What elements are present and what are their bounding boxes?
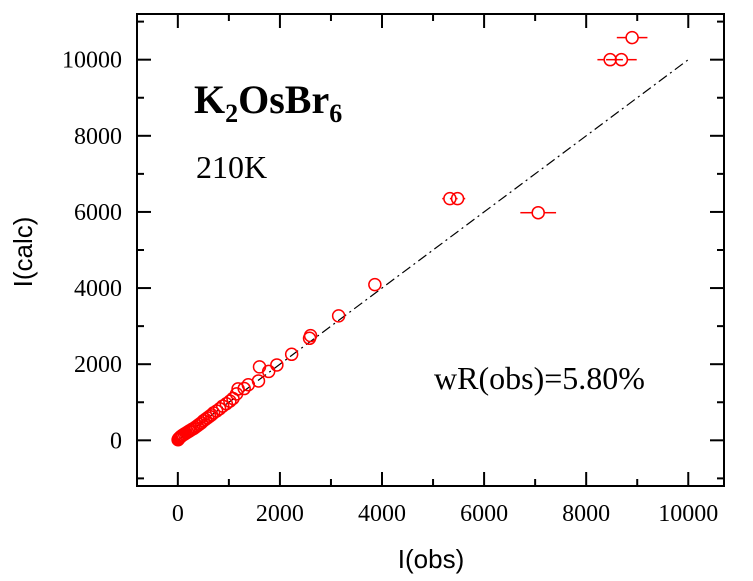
tick-labels: 0 2000 4000 6000 8000 10000 0 2000 4000 6000 8000 1…	[62, 48, 718, 527]
data-point	[614, 52, 629, 67]
data-points	[171, 30, 648, 447]
x-tick-label: 8000	[562, 501, 610, 527]
y-tick-label: 0	[110, 428, 122, 454]
data-point	[216, 399, 230, 413]
data-point	[368, 277, 382, 292]
data-point	[603, 52, 617, 67]
data-point	[251, 374, 266, 388]
data-point	[261, 364, 276, 379]
y-tick-label: 2000	[74, 352, 122, 378]
chart-title-mid: OsBr	[238, 77, 329, 122]
data-point	[443, 191, 457, 206]
data-point	[284, 347, 299, 362]
wr-annotation: wR(obs)=5.80%	[434, 360, 645, 396]
x-tick-label: 6000	[460, 501, 508, 527]
y-axis-label: I(calc)	[8, 217, 38, 288]
data-point	[303, 328, 318, 343]
y-tick-label: 4000	[74, 276, 122, 302]
y-tick-label: 6000	[74, 200, 122, 226]
chart-title: K2OsBr6	[194, 77, 342, 128]
axis-ticks	[137, 14, 724, 486]
chart-title-base: K	[194, 77, 225, 122]
chart-title-sub2: 6	[329, 99, 342, 128]
data-point	[270, 358, 284, 372]
data-point	[331, 309, 346, 323]
data-point	[450, 191, 465, 206]
data-point	[252, 360, 267, 374]
y-tick-label: 10000	[62, 48, 122, 74]
chart-title-sub1: 2	[225, 99, 238, 128]
x-axis-label: I(obs)	[398, 544, 464, 574]
x-tick-label: 0	[172, 501, 184, 527]
chart-subtitle: 210K	[196, 149, 267, 185]
data-point	[625, 30, 639, 45]
data-point	[531, 205, 545, 220]
x-tick-label: 10000	[658, 501, 718, 527]
data-point	[237, 381, 251, 396]
y-tick-label: 8000	[74, 124, 122, 150]
x-tick-label: 4000	[358, 501, 406, 527]
x-tick-label: 2000	[256, 501, 304, 527]
